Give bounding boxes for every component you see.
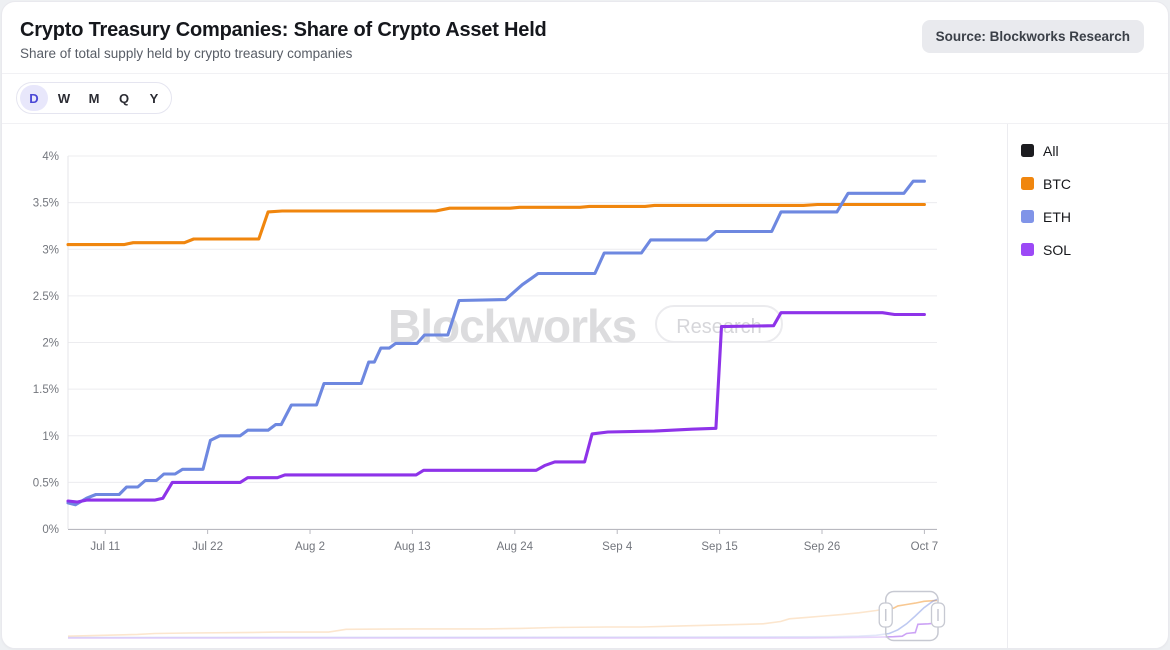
x-axis-label: Oct 7 xyxy=(911,541,938,553)
x-axis-label: Jul 11 xyxy=(90,541,120,553)
btc-swatch-icon xyxy=(1021,177,1034,190)
y-axis-label: 4% xyxy=(42,151,59,163)
x-axis-label: Aug 2 xyxy=(295,541,325,553)
y-axis-label: 2% xyxy=(42,338,59,350)
watermark: Blockworks Research xyxy=(388,300,783,352)
y-axis-label: 0% xyxy=(42,524,59,536)
eth-swatch-icon xyxy=(1021,210,1034,223)
header: Crypto Treasury Companies: Share of Cryp… xyxy=(2,2,1168,74)
period-button-d[interactable]: D xyxy=(20,85,48,111)
legend-label: BTC xyxy=(1043,175,1071,192)
x-axis-label: Sep 15 xyxy=(701,541,737,553)
x-axis: Jul 11 Jul 22 Aug 2 Aug 13 Aug 24 Sep 4 Sep 15… xyxy=(90,529,938,553)
all-swatch-icon xyxy=(1021,144,1034,157)
legend-label: All xyxy=(1043,142,1059,159)
y-axis-label: 0.5% xyxy=(33,477,59,489)
watermark-brand: Blockworks xyxy=(388,300,636,352)
sol-swatch-icon xyxy=(1021,243,1034,256)
y-axis-label: 2.5% xyxy=(33,291,59,303)
legend: All BTC ETH SOL xyxy=(1007,124,1168,648)
btc-line xyxy=(66,202,926,247)
chart-area: 0% 0.5% 1% 1.5% 2% 2.5% 3% 3.5% 4% Jul 11 Jul 22 Au… xyxy=(2,124,1007,648)
y-axis-label: 1% xyxy=(42,431,59,443)
x-axis-label: Aug 13 xyxy=(394,541,430,553)
legend-item-sol[interactable]: SOL xyxy=(1021,233,1168,266)
watermark-badge-label: Research xyxy=(676,316,762,338)
navigator-brush-handle-right[interactable] xyxy=(930,602,946,628)
navigator[interactable] xyxy=(67,590,946,642)
period-button-y[interactable]: Y xyxy=(140,85,168,111)
period-button-q[interactable]: Q xyxy=(110,85,138,111)
legend-item-eth[interactable]: ETH xyxy=(1021,200,1168,233)
header-titles: Crypto Treasury Companies: Share of Cryp… xyxy=(20,17,547,73)
watermark-badge xyxy=(655,305,783,343)
chart-plot[interactable]: 0% 0.5% 1% 1.5% 2% 2.5% 3% 3.5% 4% Jul 11 Jul 22 Au… xyxy=(2,124,1007,646)
period-button-w[interactable]: W xyxy=(50,85,78,111)
source-badge: Source: Blockworks Research xyxy=(921,20,1144,53)
x-axis-label: Jul 22 xyxy=(192,541,223,553)
period-button-m[interactable]: M xyxy=(80,85,108,111)
navigator-brush-handle-left[interactable] xyxy=(878,602,893,628)
eth-line xyxy=(66,179,926,507)
legend-item-btc[interactable]: BTC xyxy=(1021,167,1168,200)
legend-item-all[interactable]: All xyxy=(1021,134,1168,167)
sol-line xyxy=(66,311,926,504)
y-axis-label: 3% xyxy=(42,244,59,256)
y-axis-label: 3.5% xyxy=(33,198,59,210)
legend-label: SOL xyxy=(1043,241,1072,258)
page-subtitle: Share of total supply held by crypto tre… xyxy=(20,46,353,61)
legend-label: ETH xyxy=(1043,208,1071,225)
page-title: Crypto Treasury Companies: Share of Cryp… xyxy=(20,19,547,41)
navigator-mask xyxy=(68,591,886,641)
x-axis-label: Aug 24 xyxy=(497,541,534,553)
x-axis-label: Sep 4 xyxy=(602,541,633,553)
y-axis-label: 1.5% xyxy=(33,384,59,396)
x-axis-label: Sep 26 xyxy=(804,541,840,553)
chart-content: 0% 0.5% 1% 1.5% 2% 2.5% 3% 3.5% 4% Jul 11 Jul 22 Au… xyxy=(2,124,1168,648)
